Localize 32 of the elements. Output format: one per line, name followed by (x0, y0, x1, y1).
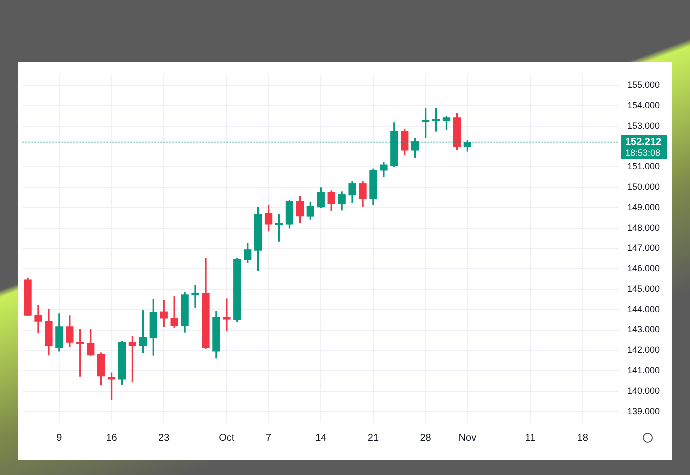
x-tick-label: 7 (266, 432, 272, 444)
y-tick-label: 144.000 (627, 304, 660, 314)
y-tick-label: 149.000 (627, 202, 660, 212)
y-tick-label: 148.000 (627, 222, 660, 233)
x-tick-label: Oct (219, 432, 235, 444)
text: 18:53:08 (625, 148, 661, 158)
x-tick-label: 9 (56, 432, 63, 444)
y-tick-label: 145.000 (627, 284, 660, 294)
y-tick-label: 155.000 (627, 80, 660, 90)
y-tick-label: 154.000 (627, 100, 660, 110)
y-tick-label: 153.000 (627, 120, 660, 131)
x-tick-label: 11 (525, 432, 536, 444)
x-tick-label: 23 (158, 432, 170, 444)
y-tick-label: 151.000 (627, 162, 660, 172)
y-tick-label: 141.000 (627, 366, 660, 376)
candlestick (34, 305, 42, 334)
x-tick-label: 21 (368, 432, 380, 444)
y-tick-label: 146.000 (627, 264, 660, 274)
x-tick-label: 28 (420, 432, 432, 444)
candlestick (223, 298, 231, 332)
x-tick-label: 18 (577, 432, 589, 444)
y-tick-label: 139.000 (627, 406, 660, 416)
candlestick (192, 285, 200, 308)
y-tick-label: 147.000 (627, 243, 660, 254)
ref-line-label: 152.212 (625, 137, 662, 148)
y-tick-label: 142.000 (627, 345, 660, 356)
x-tick-label: 14 (316, 432, 328, 444)
y-tick-label: 150.000 (627, 182, 660, 192)
x-tick-label: 16 (106, 432, 118, 444)
y-tick-label: 143.000 (627, 324, 660, 335)
y-tick-label: 140.000 (627, 386, 660, 396)
x-tick-label: Nov (458, 432, 477, 444)
